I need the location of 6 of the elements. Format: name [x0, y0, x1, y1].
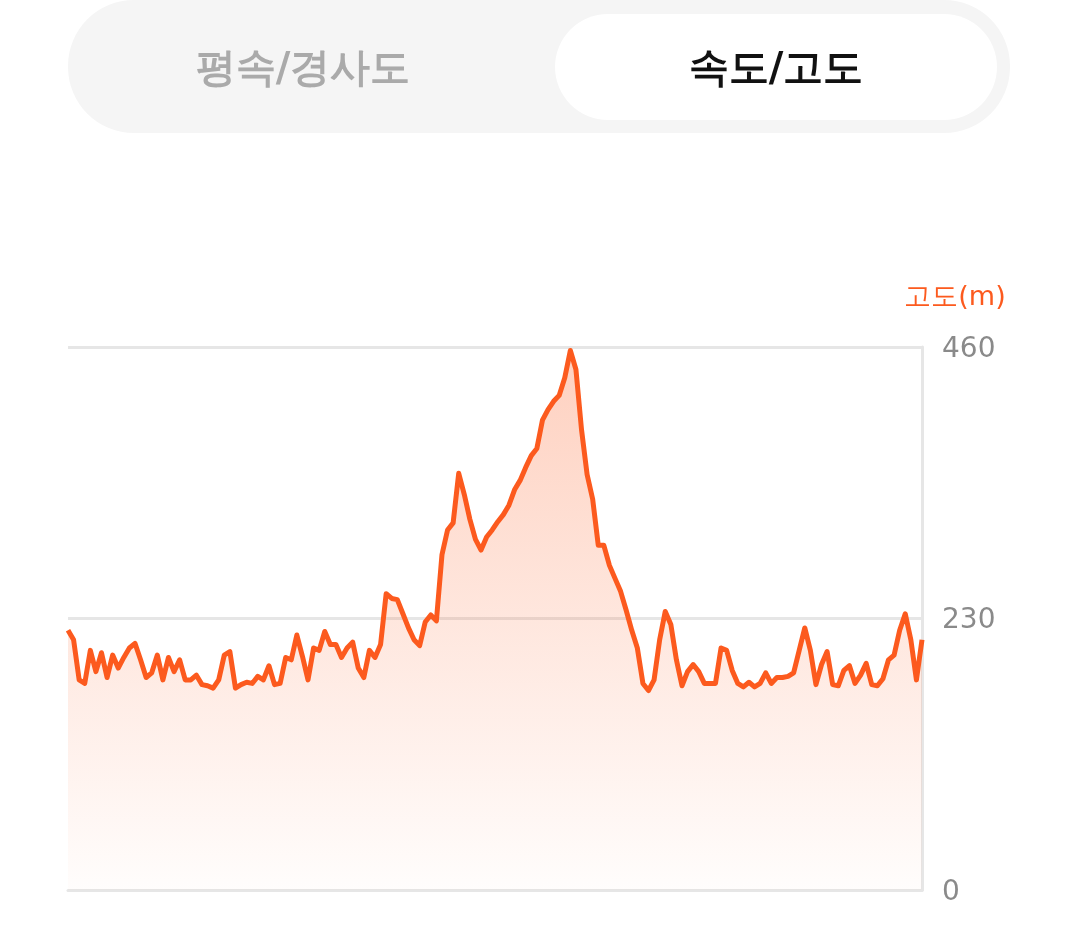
- y-tick-label: 230: [942, 602, 996, 635]
- text: 평속/경사도: [82, 14, 524, 120]
- y-tick-label: 460: [942, 330, 996, 364]
- y-tick-label: 0: [942, 873, 960, 907]
- text: 속도/고도: [555, 14, 997, 120]
- y-axis-title: 고도(m): [904, 280, 1006, 311]
